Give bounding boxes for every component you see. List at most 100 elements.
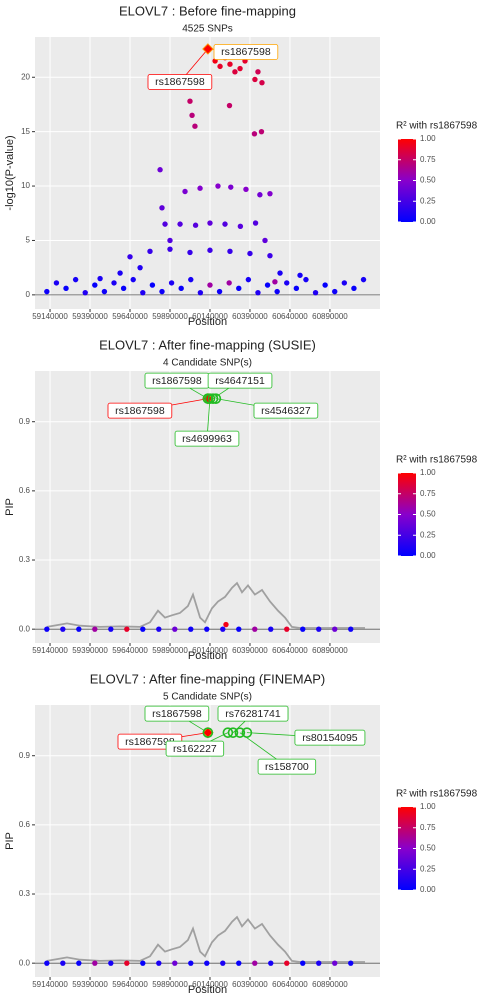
snp-point [227,248,233,255]
colorbar-tick-label: 1.00 [420,468,436,477]
panel: ELOVL7 : After fine-mapping (FINEMAP) 5 C… [4,671,478,995]
snp-point [92,626,98,632]
snp-point [252,626,258,632]
y-tick-label: 0.0 [19,958,31,967]
x-tick-label: 60140000 [192,980,228,989]
chart-title: ELOVL7 : After fine-mapping (SUSIE) [99,337,316,352]
snp-point [137,264,143,271]
x-tick-label: 60390000 [232,980,268,989]
snp-point [300,626,306,632]
chart-subtitle: 5 Candidate SNP(s) [163,692,252,703]
candidate-marker [234,727,246,738]
snp-point [245,276,252,283]
annotation-label: rs76281741 [225,708,281,720]
candidate-marker [222,727,234,738]
x-tick-label: 60390000 [232,312,268,321]
annotation-box [213,44,279,60]
snp-point [274,288,280,295]
candidate-marker [227,727,239,738]
snp-point [188,960,194,966]
snp-point [140,960,146,966]
snp-point [204,626,210,632]
snp-point [182,188,188,195]
snp-point [252,76,258,83]
colorbar-tick-label: 0.50 [420,844,436,853]
snp-point [60,960,66,966]
snp-point [76,626,82,632]
x-tick-label: 59890000 [152,646,188,655]
snp-point [293,285,300,292]
snp-point [147,248,153,255]
annotation-label: rs162227 [173,743,217,755]
snp-point [82,289,88,296]
colorbar-tick-label: 0.25 [420,196,436,205]
snp-point [227,61,233,67]
y-tick-label: 0.9 [19,417,31,426]
y-tick-label: 0.6 [19,820,31,829]
snp-point [172,626,178,632]
snp-point [167,237,173,244]
y-axis-title: -log10(P-value) [4,135,16,210]
snp-point [156,960,162,966]
annotation-label: rs1867598 [115,405,165,417]
snp-point [267,252,273,259]
snp-point [178,285,184,292]
annotation-box [207,372,273,389]
snp-point [284,960,290,966]
panel: ELOVL7 : After fine-mapping (SUSIE) 4 Can… [4,337,478,661]
trend-line [46,581,365,629]
y-tick-label: 0.9 [19,751,31,760]
snp-point [284,626,290,632]
snp-point [72,276,79,283]
snp-point [348,960,354,966]
x-tick-label: 60890000 [312,646,348,655]
snp-point [188,276,194,283]
snp-point [341,280,348,286]
y-tick-label: 0.0 [19,624,31,633]
x-tick-label: 60640000 [272,312,308,321]
snp-point [228,184,234,190]
y-tick-label: 0.3 [19,555,31,564]
y-tick-label: 15 [21,127,30,136]
snp-point [156,626,162,632]
snp-point [130,276,136,283]
snp-point [284,280,290,286]
annotation-box [165,740,225,757]
colorbar-tick-label: 0.00 [420,551,436,560]
snp-point [177,221,183,227]
snp-point [272,279,278,285]
annotation-label: rs158700 [265,761,309,773]
snp-point [226,102,233,109]
y-axis-title: PIP [4,498,16,516]
colorbar [398,473,416,556]
plot-background [35,371,380,643]
annotation-label: rs1867598 [152,375,202,387]
annotation-box [253,402,319,419]
annotation-label: rs4546327 [261,405,311,417]
snp-point [316,626,322,632]
snp-point [277,270,283,276]
x-tick-label: 60890000 [312,980,348,989]
snp-point [44,626,50,632]
colorbar-tick-label: 0.25 [420,864,436,873]
snp-point [332,288,338,295]
x-tick-label: 60390000 [232,646,268,655]
annotation-label: rs1867598 [221,46,271,58]
x-axis-title: Position [188,984,227,996]
snp-point [101,288,108,295]
snp-point [312,289,319,296]
snp-point [237,223,244,230]
snp-point [111,280,117,286]
annotation-box [217,705,289,722]
x-tick-label: 60640000 [272,646,308,655]
snp-point [226,280,232,286]
x-tick-label: 59140000 [32,312,68,321]
snp-point [220,960,226,966]
snp-point [237,65,243,72]
snp-point [267,190,273,197]
candidate-marker [207,393,219,404]
colorbar-tick-label: 0.75 [420,155,436,164]
snp-point [236,285,242,292]
snp-point [53,280,60,286]
chart-title: ELOVL7 : Before fine-mapping [119,3,296,18]
